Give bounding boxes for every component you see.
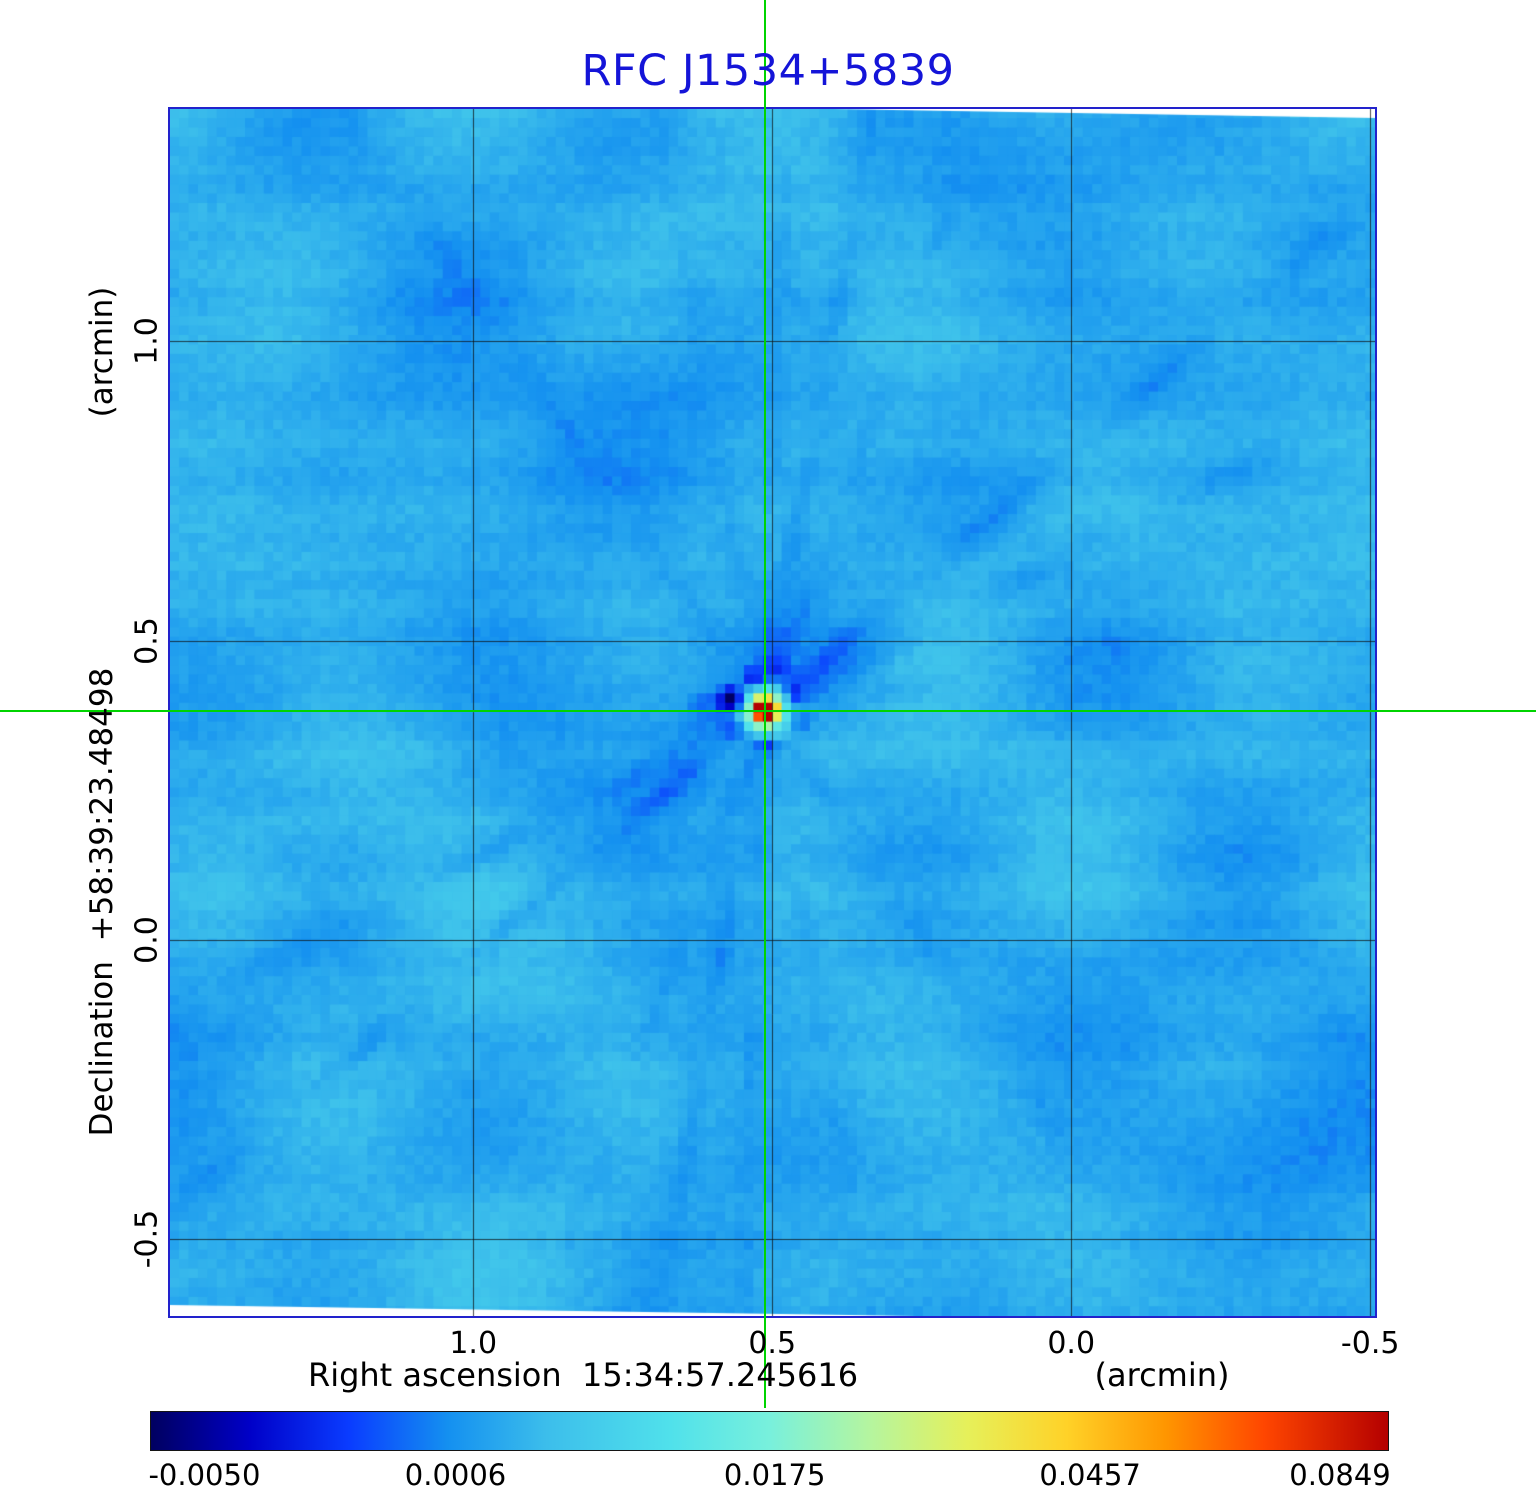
y-tick-label: 0.0 bbox=[129, 916, 165, 964]
colorbar-tick-label: 0.0006 bbox=[404, 1458, 507, 1492]
x-tick-label: 1.0 bbox=[449, 1326, 498, 1361]
crosshair-horizontal-line bbox=[0, 709, 1536, 712]
plot-title: RFC J1534+5839 bbox=[581, 46, 955, 96]
plot-frame bbox=[168, 107, 1377, 1318]
colorbar-tick-label: -0.0050 bbox=[148, 1458, 261, 1492]
x-tick-label: -0.5 bbox=[1340, 1326, 1400, 1361]
y-axis-unit: (arcmin) bbox=[84, 286, 120, 418]
x-axis-label: Right ascension 15:34:57.245616 bbox=[307, 1356, 859, 1394]
y-axis-label: Declination +58:39:23.48498 bbox=[84, 667, 120, 1137]
colorbar-tick-label: 0.0457 bbox=[1039, 1458, 1141, 1492]
y-tick-label: 0.5 bbox=[129, 616, 165, 665]
x-tick-label: 0.0 bbox=[1047, 1326, 1096, 1361]
colorbar-tick-label: 0.0175 bbox=[723, 1458, 826, 1492]
sky-map-image bbox=[170, 109, 1375, 1316]
x-tick-label: 0.5 bbox=[748, 1326, 797, 1361]
colorbar-tick-label: 0.0849 bbox=[1289, 1458, 1391, 1492]
y-tick-label: -0.5 bbox=[129, 1210, 165, 1269]
crosshair-vertical-line bbox=[764, 0, 767, 1408]
colorbar bbox=[150, 1411, 1389, 1451]
y-tick-label: 1.0 bbox=[129, 317, 165, 366]
x-axis-unit: (arcmin) bbox=[1094, 1356, 1230, 1394]
